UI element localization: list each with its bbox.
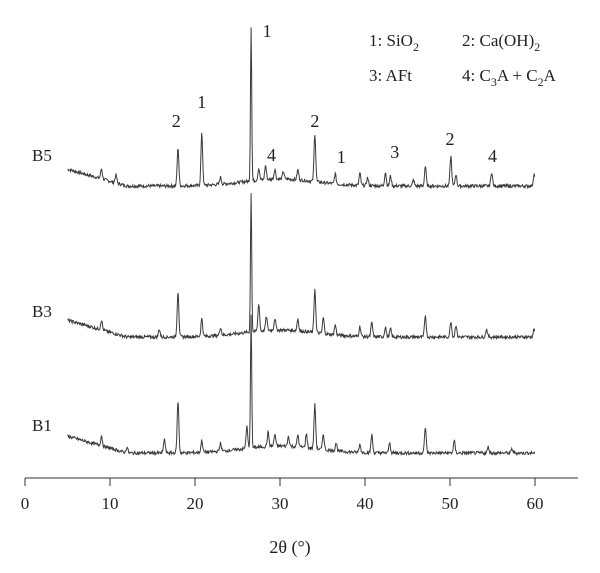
x-axis-title: 2θ (°) (269, 537, 310, 558)
series-label-B5: B5 (32, 146, 52, 165)
peak-label-3: 4 (267, 145, 276, 165)
legend-entry-4: 4: C3A + C2A (462, 66, 557, 89)
series-line-B3 (67, 193, 536, 341)
legend-entry-3: 3: AFt (369, 66, 412, 85)
x-tick-label-50: 50 (442, 494, 459, 513)
x-tick-label-30: 30 (272, 494, 289, 513)
x-ticks: 0 10 20 30 40 50 60 (21, 478, 544, 513)
peak-label-0: 2 (172, 111, 181, 131)
legend-entry-1: 1: SiO2 (369, 31, 419, 54)
x-axis: 0 10 20 30 40 50 60 2θ (°) (21, 477, 578, 558)
series-line-B1 (67, 314, 536, 457)
peak-label-1: 1 (197, 92, 206, 112)
series-label-B1: B1 (32, 416, 52, 435)
peak-label-6: 3 (390, 142, 399, 162)
legend: 1: SiO2 2: Ca(OH)2 3: AFt 4: C3A + C2A (369, 31, 557, 89)
x-tick-label-40: 40 (357, 494, 374, 513)
legend-entry-2: 2: Ca(OH)2 (462, 31, 540, 54)
peak-label-8: 4 (488, 146, 497, 166)
peak-label-2: 1 (263, 21, 272, 41)
peak-label-7: 2 (446, 129, 455, 149)
x-tick-label-0: 0 (21, 494, 30, 513)
x-tick-label-20: 20 (187, 494, 204, 513)
x-tick-label-10: 10 (102, 494, 119, 513)
x-tick-label-60: 60 (527, 494, 544, 513)
peak-label-5: 1 (337, 147, 346, 167)
series-label-B3: B3 (32, 302, 52, 321)
series-line-B5 (67, 27, 536, 190)
peak-label-4: 2 (310, 111, 319, 131)
